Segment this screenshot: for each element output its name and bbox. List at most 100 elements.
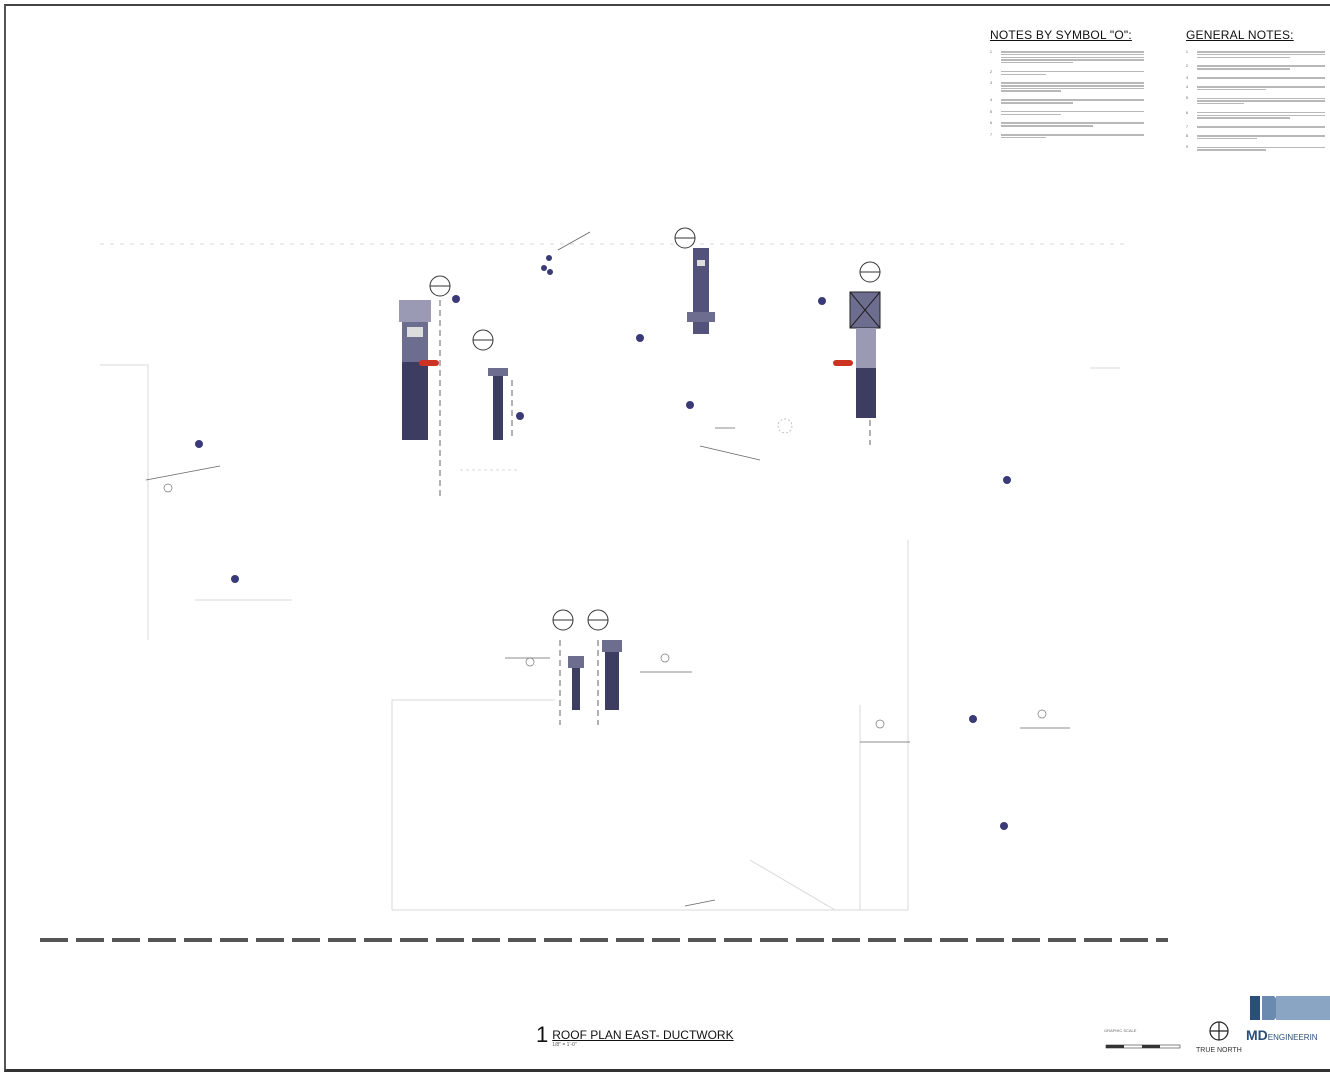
firm-logo: MDENGINEERIN xyxy=(1246,994,1330,1054)
note-text-line xyxy=(1197,137,1257,140)
note-text-line xyxy=(1001,59,1145,61)
logo-md: MD xyxy=(1246,1027,1268,1043)
note-text-line xyxy=(1001,70,1145,73)
note-text-line xyxy=(1001,136,1046,139)
note-item: 9 xyxy=(1186,145,1330,152)
note-text-line xyxy=(1001,85,1145,87)
duct-3 xyxy=(687,248,715,334)
drawing-sheet-border xyxy=(4,4,1330,1072)
note-text-line xyxy=(1197,117,1291,119)
note-text-line xyxy=(1001,125,1094,127)
duct-1 xyxy=(399,300,439,440)
graphic-scale: GRAPHIC SCALE xyxy=(1104,1028,1184,1058)
note-number: 7 xyxy=(990,132,992,137)
general-notes-heading: GENERAL NOTES: xyxy=(1186,28,1294,42)
note-text-lines xyxy=(1001,133,1150,140)
general-notes: GENERAL NOTES: 1 2 3 4 5 6 7 8 9 xyxy=(1186,28,1330,157)
note-number: 6 xyxy=(1186,110,1188,115)
note-text-lines xyxy=(1197,85,1330,92)
centerlines xyxy=(439,300,871,725)
note-item: 2 xyxy=(990,70,1150,77)
note-item: 8 xyxy=(1186,134,1330,141)
north-arrow: TRUE NORTH xyxy=(1196,1020,1242,1054)
note-text-line xyxy=(1197,77,1325,79)
notes-by-symbol-heading: NOTES BY SYMBOL "O": xyxy=(990,28,1132,42)
note-number: 4 xyxy=(990,98,992,103)
drawing-title-block: 1 ROOF PLAN EAST- DUCTWORK 1/8" = 1'-0" xyxy=(536,1022,734,1049)
note-text-line xyxy=(1197,146,1325,149)
note-text-line xyxy=(1001,110,1145,113)
note-number: 6 xyxy=(990,121,992,126)
note-text-line xyxy=(1001,87,1145,90)
duct-2 xyxy=(488,368,508,440)
note-number: 9 xyxy=(1186,145,1188,150)
note-number: 3 xyxy=(1186,75,1188,80)
note-text-line xyxy=(1197,56,1291,59)
general-notes-list: 1 2 3 4 5 6 7 8 9 xyxy=(1186,50,1330,152)
note-text-line xyxy=(1001,82,1145,84)
note-text-line xyxy=(1197,97,1325,100)
note-text-lines xyxy=(1197,145,1330,152)
logo-mark-icon xyxy=(1250,996,1330,1020)
notes-by-symbol: NOTES BY SYMBOL "O": 1 2 3 4 5 6 7 xyxy=(990,28,1150,144)
notes-by-symbol-list: 1 2 3 4 5 6 7 xyxy=(990,50,1150,139)
note-number: 5 xyxy=(990,109,992,114)
note-text-line xyxy=(1197,126,1325,128)
note-text-line xyxy=(1197,88,1267,91)
note-number: 2 xyxy=(990,69,992,74)
note-item: 6 xyxy=(990,121,1150,128)
note-text-lines xyxy=(1197,64,1330,71)
note-text-line xyxy=(1001,102,1073,104)
duct-6 xyxy=(602,640,622,710)
note-text-line xyxy=(1001,53,1145,56)
note-number: 1 xyxy=(990,50,992,54)
note-text-line xyxy=(1197,68,1291,70)
note-text-lines xyxy=(1197,111,1330,120)
callout-bubbles xyxy=(429,227,881,631)
drawing-scale: 1/8" = 1'-0" xyxy=(552,1042,577,1048)
note-text-lines xyxy=(1001,70,1150,77)
note-number: 7 xyxy=(1186,124,1188,129)
note-number: 4 xyxy=(1186,84,1188,89)
note-text-lines xyxy=(1197,125,1330,129)
note-text-lines xyxy=(1197,50,1330,59)
note-item: 3 xyxy=(1186,76,1330,80)
note-text-lines xyxy=(1001,121,1150,128)
note-item: 7 xyxy=(990,133,1150,140)
note-text-line xyxy=(1197,114,1325,116)
duct-5 xyxy=(568,656,584,710)
note-text-lines xyxy=(1197,76,1330,80)
note-text-lines xyxy=(1001,81,1150,93)
note-text-lines xyxy=(1197,134,1330,141)
note-number: 1 xyxy=(1186,50,1188,54)
note-text-line xyxy=(1001,134,1145,136)
note-text-line xyxy=(1197,111,1325,114)
note-text-line xyxy=(1001,90,1061,92)
note-item: 4 xyxy=(990,98,1150,105)
note-text-line xyxy=(1001,51,1145,53)
dimension-lines xyxy=(145,231,1070,907)
note-item: 5 xyxy=(1186,96,1330,105)
north-arrow-icon xyxy=(1209,1021,1229,1041)
note-number: 2 xyxy=(1186,64,1188,69)
note-text-line xyxy=(1001,99,1145,101)
note-text-line xyxy=(1001,56,1145,59)
note-text-line xyxy=(1001,61,1073,64)
note-item: 7 xyxy=(1186,125,1330,129)
note-text-line xyxy=(1001,122,1145,124)
drawing-number: 1 xyxy=(536,1022,549,1047)
note-text-line xyxy=(1001,113,1061,116)
note-item: 2 xyxy=(1186,64,1330,71)
note-item: 4 xyxy=(1186,85,1330,92)
north-arrow-label: TRUE NORTH xyxy=(1196,1047,1242,1054)
drawing-title: ROOF PLAN EAST- DUCTWORK xyxy=(552,1028,734,1042)
note-text-lines xyxy=(1001,110,1150,117)
building-outline xyxy=(100,243,1130,911)
graphic-scale-bar xyxy=(1105,1044,1181,1049)
note-item: 1 xyxy=(990,50,1150,65)
note-number: 8 xyxy=(1186,133,1188,138)
note-text-line xyxy=(1197,149,1267,151)
equipment-markers xyxy=(195,255,1011,830)
note-item: 1 xyxy=(1186,50,1330,59)
